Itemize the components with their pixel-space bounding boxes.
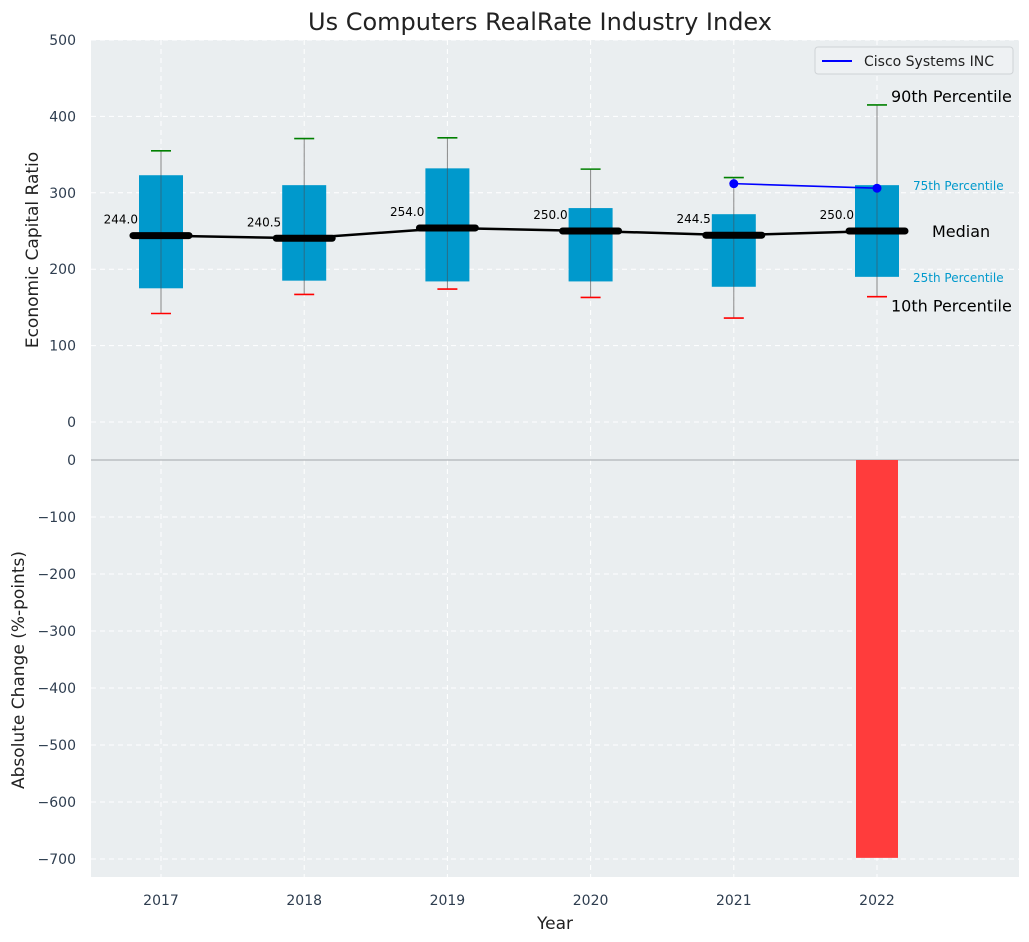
series-line-cisco [733,182,878,190]
series-point-cisco [872,183,882,193]
bottom-panel: 0 −100 −200 −300 −400 −500 −600 −700 2017 2018 201… [38,451,1019,909]
median-value-label: 240.5 [247,215,281,229]
top-y-axis-label: Economic Capital Ratio [23,152,43,348]
change-bar [856,460,898,858]
legend-box [814,46,1014,75]
annotation-25th: 25th Percentile [913,271,1004,285]
bottom-y-tick-label: −400 [38,681,76,697]
x-tick-label: 2017 [143,893,179,909]
top-y-tick-label: 0 [67,415,76,431]
bottom-y-tick-label: −100 [38,510,76,526]
top-y-tick-label: 500 [49,33,76,49]
top-y-tick-label: 200 [49,262,76,278]
bottom-y-tick-label: −300 [38,624,76,640]
x-axis-label: Year [536,914,573,934]
median-value-label: 250.0 [533,208,567,222]
annotation-10th: 10th Percentile [891,297,1012,316]
annotation-median: Median [932,222,990,241]
bottom-y-tick-label: 0 [67,453,76,469]
x-tick-label: 2021 [716,893,752,909]
x-tick-label: 2018 [286,893,322,909]
x-tick-label: 2020 [573,893,609,909]
median-value-label: 254.0 [390,205,424,219]
top-y-tick-label: 100 [49,339,76,355]
x-tick-label: 2019 [430,893,466,909]
bottom-y-tick-label: −200 [38,567,76,583]
bottom-y-tick-label: −500 [38,738,76,754]
median-value-label: 244.5 [676,212,710,226]
median-value-label: 250.0 [820,208,854,222]
x-tick-label: 2022 [859,893,895,909]
bottom-y-tick-label: −700 [38,852,76,868]
chart-title: Us Computers RealRate Industry Index [308,8,772,36]
legend: Cisco Systems INC [814,46,1014,75]
bottom-y-axis-label: Absolute Change (%-points) [9,551,29,789]
annotation-90th: 90th Percentile [891,87,1012,106]
series-point-cisco [729,179,739,189]
top-y-tick-label: 300 [49,186,76,202]
top-panel: 0 100 200 300 400 500 244.0 240.5 254.0 250.0 244.… [49,33,1019,451]
annotation-75th: 75th Percentile [913,179,1004,193]
legend-label: Cisco Systems INC [864,54,994,70]
bottom-y-tick-label: −600 [38,795,76,811]
top-y-tick-label: 400 [49,109,76,125]
median-value-label: 244.0 [104,213,138,227]
